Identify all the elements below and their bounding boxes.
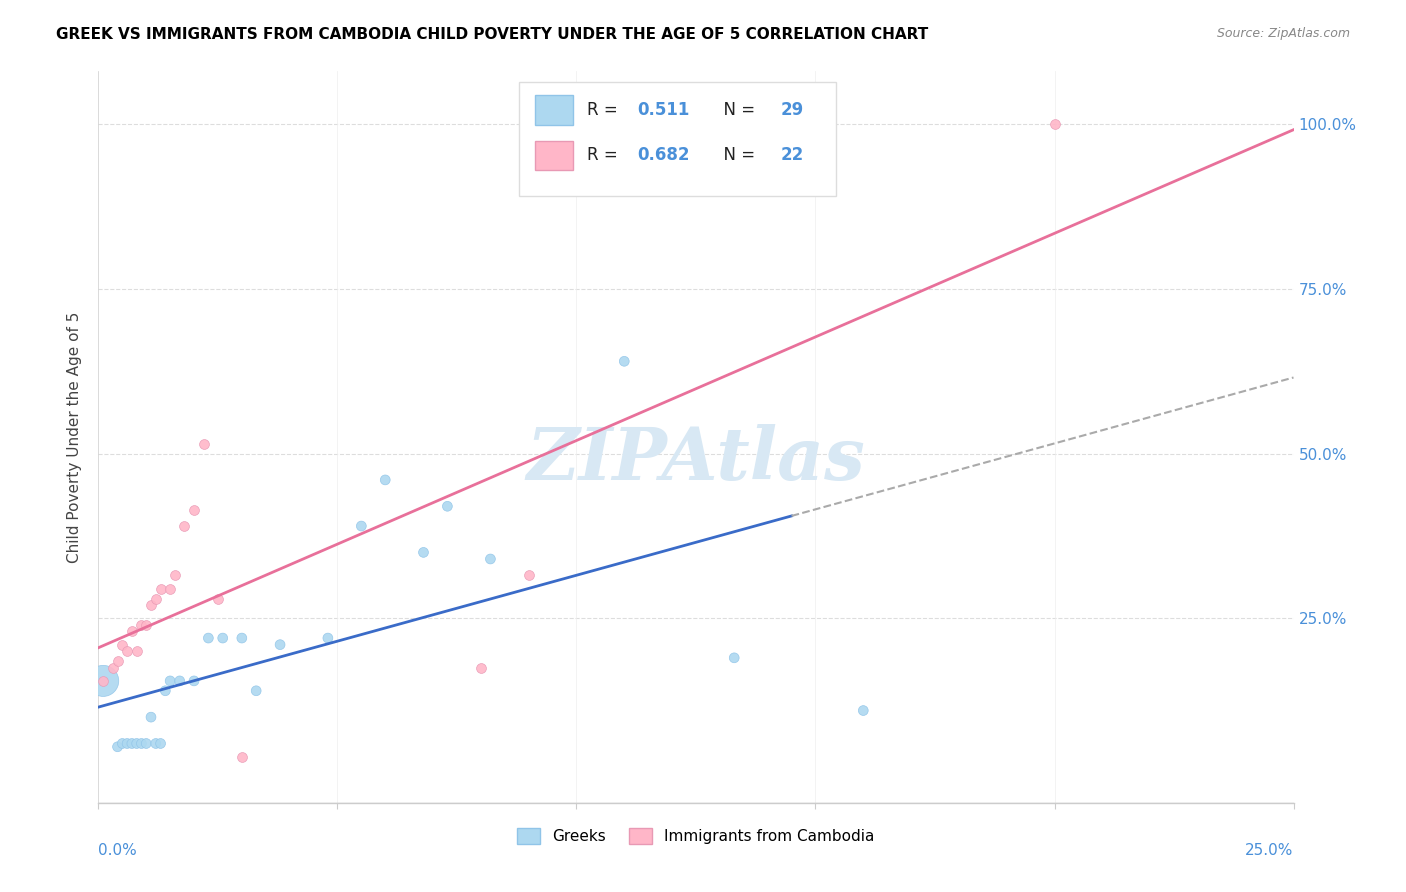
Text: GREEK VS IMMIGRANTS FROM CAMBODIA CHILD POVERTY UNDER THE AGE OF 5 CORRELATION C: GREEK VS IMMIGRANTS FROM CAMBODIA CHILD … <box>56 27 928 42</box>
Point <box>374 473 396 487</box>
Point <box>197 631 219 645</box>
Point <box>125 737 148 751</box>
Text: N =: N = <box>713 101 761 120</box>
Text: 0.682: 0.682 <box>637 146 690 164</box>
Point <box>163 568 186 582</box>
Point <box>131 737 153 751</box>
Point <box>350 519 373 533</box>
FancyBboxPatch shape <box>519 82 835 195</box>
Point <box>111 737 134 751</box>
Point <box>852 704 875 718</box>
Point <box>517 568 540 582</box>
Point <box>91 673 114 688</box>
Y-axis label: Child Poverty Under the Age of 5: Child Poverty Under the Age of 5 <box>67 311 83 563</box>
Text: ZIPAtlas: ZIPAtlas <box>527 424 865 494</box>
Legend: Greeks, Immigrants from Cambodia: Greeks, Immigrants from Cambodia <box>512 822 880 850</box>
Point <box>121 737 143 751</box>
Text: N =: N = <box>713 146 761 164</box>
Point <box>269 638 291 652</box>
Text: 22: 22 <box>780 146 804 164</box>
Point <box>115 737 138 751</box>
Point <box>183 673 205 688</box>
Point <box>145 737 167 751</box>
Point <box>155 683 177 698</box>
Text: R =: R = <box>588 101 623 120</box>
Point <box>183 502 205 516</box>
Point <box>316 631 339 645</box>
Point <box>231 749 253 764</box>
Point <box>159 582 181 596</box>
Point <box>412 545 434 559</box>
Text: 0.0%: 0.0% <box>98 843 138 858</box>
Point <box>169 673 191 688</box>
Point <box>131 618 153 632</box>
Point <box>159 673 181 688</box>
Point <box>145 591 167 606</box>
Text: Source: ZipAtlas.com: Source: ZipAtlas.com <box>1216 27 1350 40</box>
Point <box>1043 117 1066 131</box>
Point <box>101 661 124 675</box>
Text: 25.0%: 25.0% <box>1246 843 1294 858</box>
Point <box>193 436 215 450</box>
Point <box>207 591 229 606</box>
Point <box>115 644 138 658</box>
Bar <box>534 95 572 125</box>
Point <box>479 552 502 566</box>
Point <box>139 710 162 724</box>
Point <box>107 739 129 754</box>
Point <box>211 631 233 645</box>
Point <box>723 650 745 665</box>
Point <box>91 673 114 688</box>
Point <box>173 519 195 533</box>
Point <box>613 354 636 368</box>
Point <box>149 582 172 596</box>
Text: R =: R = <box>588 146 623 164</box>
Point <box>125 644 148 658</box>
Point <box>121 624 143 639</box>
Point <box>135 618 157 632</box>
Point <box>436 500 458 514</box>
Point <box>245 683 267 698</box>
Point <box>149 737 172 751</box>
Text: 0.511: 0.511 <box>637 101 690 120</box>
Point <box>139 598 162 612</box>
Point <box>107 654 129 668</box>
Point <box>231 631 253 645</box>
Point <box>135 737 157 751</box>
Point <box>470 661 492 675</box>
Text: 29: 29 <box>780 101 804 120</box>
Bar <box>534 141 572 170</box>
Point <box>111 638 134 652</box>
